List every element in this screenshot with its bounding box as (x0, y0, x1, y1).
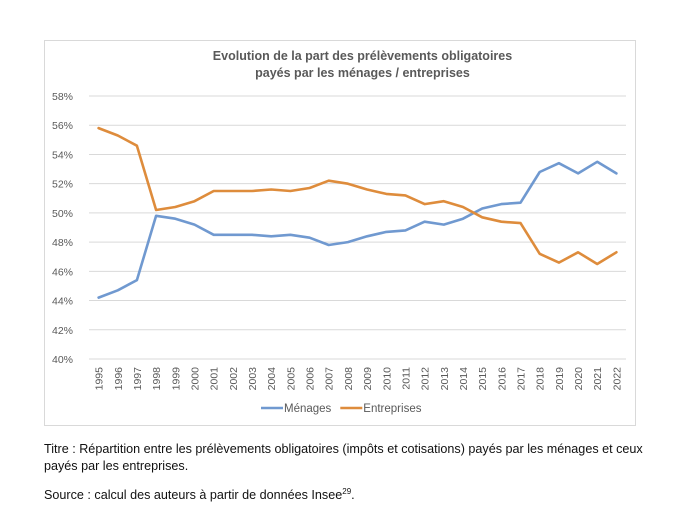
y-tick-label: 44% (52, 296, 73, 308)
x-tick-label: 2017 (516, 367, 528, 391)
x-tick-label: 2013 (439, 367, 451, 391)
footnote-ref: 29 (342, 487, 352, 496)
x-tick-label: 2010 (381, 367, 393, 391)
x-tick-label: 2012 (420, 367, 432, 391)
series-line-entreprises (97, 126, 618, 266)
x-tick-label: 1999 (170, 367, 182, 391)
x-tick-label: 2008 (343, 367, 355, 391)
x-tick-label: 1997 (132, 367, 144, 391)
x-tick-label: 2022 (611, 367, 623, 391)
legend-label: Ménages (284, 403, 332, 415)
y-tick-label: 50% (52, 208, 73, 220)
y-tick-label: 58% (52, 91, 73, 103)
x-tick-label: 2001 (209, 367, 221, 391)
x-tick-label: 2006 (305, 367, 317, 391)
y-tick-label: 54% (52, 149, 73, 161)
x-tick-label: 2007 (324, 367, 336, 391)
y-tick-label: 56% (52, 120, 73, 132)
caption-source-end: . (351, 488, 355, 503)
x-tick-label: 2011 (400, 367, 412, 390)
x-tick-label: 2000 (189, 367, 201, 391)
x-tick-label: 2009 (362, 367, 374, 391)
chart-title-line: payés par les ménages / entreprises (255, 66, 470, 80)
x-tick-label: 2014 (458, 367, 470, 391)
x-tick-label: 2004 (266, 367, 278, 391)
caption-title: Titre : Répartition entre les prélèvemen… (44, 442, 643, 473)
x-tick-label: 2003 (247, 367, 259, 391)
line-chart: Evolution de la part des prélèvements ob… (52, 49, 626, 415)
x-tick-label: 2002 (228, 367, 240, 391)
caption-source: Source : calcul des auteurs à partir de … (44, 483, 355, 504)
x-tick-label: 2005 (285, 367, 297, 391)
x-tick-label: 2015 (477, 367, 489, 391)
caption-source-text: Source : calcul des auteurs à partir de … (44, 488, 343, 503)
x-tick-label: 2018 (535, 367, 547, 391)
y-tick-label: 48% (52, 237, 73, 249)
x-tick-label: 2021 (592, 367, 604, 391)
y-tick-label: 52% (52, 179, 73, 191)
x-tick-label: 2020 (573, 367, 585, 391)
series-line-ménages (97, 160, 618, 299)
y-tick-label: 46% (52, 266, 73, 278)
x-tick-label: 2016 (496, 367, 508, 391)
chart-frame: Evolution de la part des prélèvements ob… (44, 40, 636, 426)
x-tick-label: 1998 (151, 367, 163, 391)
chart-title-line: Evolution de la part des prélèvements ob… (213, 49, 512, 63)
x-tick-label: 1995 (94, 367, 106, 391)
y-tick-label: 42% (52, 325, 73, 337)
x-tick-label: 1996 (113, 367, 125, 391)
x-tick-label: 2019 (554, 367, 566, 391)
y-tick-label: 40% (52, 354, 73, 366)
legend-label: Entreprises (363, 403, 421, 415)
